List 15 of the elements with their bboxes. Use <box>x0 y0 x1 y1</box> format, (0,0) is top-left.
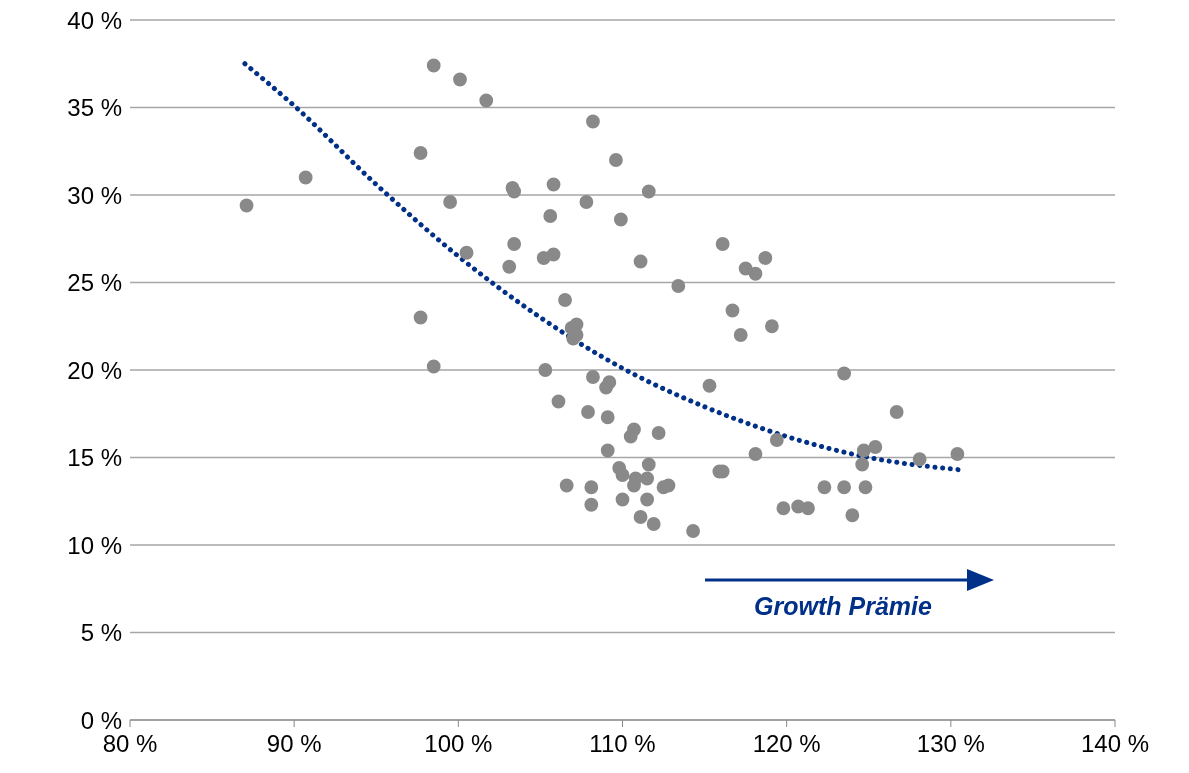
x-tick-label: 100 % <box>424 730 493 758</box>
y-tick-label: 30 % <box>67 181 122 209</box>
y-tick-label: 35 % <box>67 94 122 122</box>
y-tick-label: 5 % <box>80 619 122 647</box>
x-tick-label: 110 % <box>589 730 656 758</box>
x-tick-label: 140 % <box>1080 730 1150 758</box>
y-tick-label: 40 % <box>67 6 122 34</box>
x-tick-label: 90 % <box>266 730 322 758</box>
annotation: Growth Prämie <box>753 592 933 621</box>
x-tick-label: 130 % <box>916 730 985 758</box>
x-tick-label: 120 % <box>752 730 821 758</box>
y-tick-label: 10 % <box>67 531 122 559</box>
y-tick-label: 25 % <box>67 269 122 297</box>
y-tick-label: 15 % <box>67 444 122 472</box>
y-tick-label: 20 % <box>67 356 122 384</box>
